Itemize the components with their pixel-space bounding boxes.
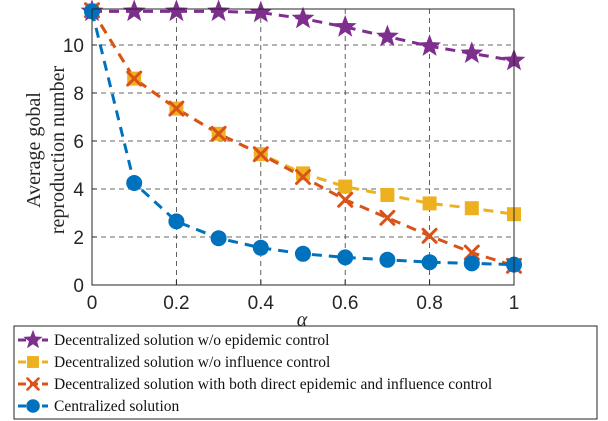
y-tick-label: 4	[73, 180, 84, 201]
legend-entry: Centralized solution	[18, 398, 180, 415]
data-point-x	[126, 70, 143, 87]
data-point-star	[122, 0, 146, 22]
data-point-x	[421, 227, 438, 244]
series-markers	[80, 0, 526, 274]
x-tick-label: 0	[87, 293, 98, 314]
y-tick-label: 0	[73, 276, 84, 297]
data-point-circle	[210, 230, 227, 247]
data-point-x	[26, 377, 40, 391]
legend-label: Decentralized solution w/o epidemic cont…	[54, 332, 329, 349]
data-point-x-stroke	[421, 227, 438, 244]
y-axis-label-line-1: Average gobal	[23, 92, 45, 208]
data-point-x-stroke	[337, 191, 354, 208]
data-point-x	[337, 191, 354, 208]
legend-entry: Decentralized solution w/o epidemic cont…	[18, 329, 329, 349]
data-point-circle	[337, 249, 354, 266]
y-tick-label: 2	[73, 228, 84, 249]
data-point-star	[291, 6, 315, 29]
data-point-x-stroke	[252, 146, 269, 163]
data-point-star	[207, 0, 231, 22]
data-point-x	[379, 209, 396, 226]
x-axis-label: α	[297, 309, 308, 331]
data-point-circle	[295, 245, 311, 262]
data-point-circle	[26, 399, 40, 413]
x-tick-label: 0.4	[248, 293, 275, 314]
data-point-x-stroke	[379, 209, 396, 226]
x-tick-label: 1	[509, 293, 520, 314]
data-point-x-stroke	[26, 377, 40, 391]
series-line	[90, 9, 515, 216]
x-tick-label: 0.8	[416, 293, 442, 314]
data-point-star	[23, 329, 43, 349]
data-point-star	[460, 41, 484, 64]
legend-label: Centralized solution	[54, 398, 180, 415]
y-tick-label: 6	[73, 132, 84, 153]
data-point-x-stroke	[168, 100, 185, 117]
data-point-square	[296, 166, 310, 181]
data-point-square	[338, 179, 353, 194]
legend-entry: Decentralized solution w/o influence con…	[18, 354, 330, 371]
data-point-x	[210, 125, 227, 142]
y-tick-label: 10	[63, 36, 84, 57]
data-point-circle	[463, 255, 480, 272]
legend-entry: Decentralized solution with both direct …	[18, 376, 492, 393]
data-point-square	[380, 188, 395, 202]
data-point-x	[252, 146, 269, 163]
x-tick-label: 0.6	[332, 293, 358, 314]
data-point-circle	[421, 254, 438, 271]
legend-label: Decentralized solution w/o influence con…	[54, 354, 330, 371]
data-point-x	[295, 169, 311, 185]
data-point-star	[333, 15, 357, 37]
data-point-star	[249, 0, 273, 23]
data-point-circle	[126, 175, 143, 191]
legend-label: Decentralized solution with both direct …	[54, 376, 492, 393]
data-point-circle	[168, 213, 185, 230]
data-point-circle	[379, 251, 396, 268]
y-tick-label: 8	[73, 84, 84, 105]
data-point-star	[375, 24, 399, 47]
data-point-square	[27, 356, 39, 368]
data-point-square	[464, 201, 479, 216]
data-point-x-stroke	[210, 125, 227, 142]
legend-box	[13, 325, 598, 420]
data-point-star	[418, 34, 442, 56]
plot-frame	[91, 8, 515, 286]
legend: Decentralized solution w/o epidemic cont…	[13, 325, 598, 420]
data-point-x-stroke	[126, 70, 143, 87]
data-point-star	[164, 0, 188, 22]
data-point-square	[422, 196, 437, 211]
data-point-x-stroke	[295, 169, 311, 185]
data-point-circle	[252, 239, 269, 256]
y-axis-label-line-2: reproduction number	[47, 66, 69, 235]
data-point-x	[168, 100, 185, 117]
x-tick-label: 0.2	[163, 293, 189, 314]
series-lines	[90, 9, 515, 268]
